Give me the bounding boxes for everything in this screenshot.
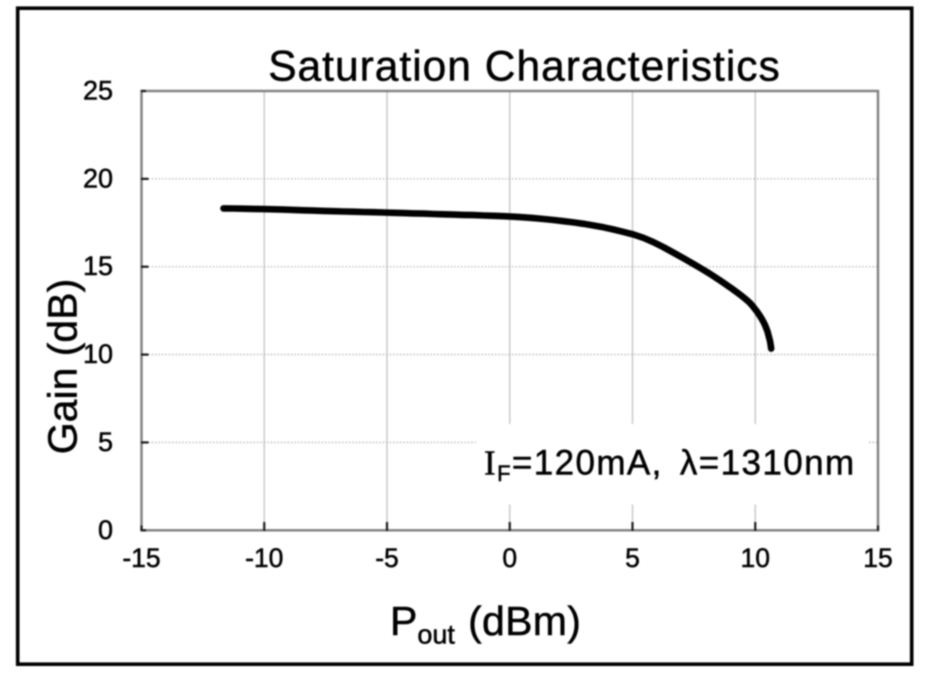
svg-text:20: 20 — [83, 163, 113, 193]
svg-text:15: 15 — [863, 543, 892, 573]
svg-text:15: 15 — [83, 251, 113, 281]
svg-text:5: 5 — [625, 543, 640, 573]
svg-text:Gain (dB): Gain (dB) — [40, 279, 86, 454]
svg-text:-10: -10 — [245, 543, 283, 573]
svg-text:-15: -15 — [122, 543, 160, 573]
svg-text:IF=120mA, λ=1310nm: IF=120mA, λ=1310nm — [484, 443, 856, 485]
svg-text:0: 0 — [502, 543, 517, 573]
svg-text:5: 5 — [98, 427, 113, 457]
svg-text:0: 0 — [98, 515, 113, 545]
svg-text:10: 10 — [83, 339, 113, 369]
svg-text:-5: -5 — [375, 543, 399, 573]
svg-text:10: 10 — [741, 543, 770, 573]
svg-text:Saturation Characteristics: Saturation Characteristics — [268, 44, 781, 91]
svg-text:25: 25 — [83, 76, 113, 106]
